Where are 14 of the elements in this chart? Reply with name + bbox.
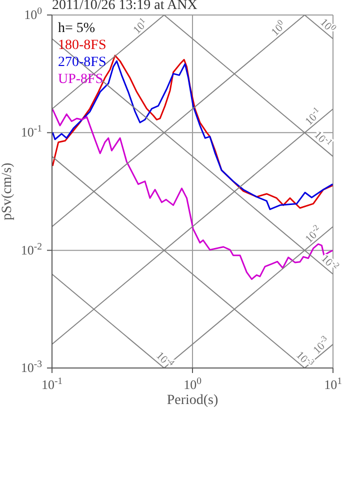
annotation: h= 5% — [58, 20, 96, 37]
chart-title: 2011/10/26 13:19 at ANX — [52, 0, 198, 14]
y-tick-label: 10$^{-2}$ — [20, 240, 42, 258]
series-label: UP-8FS — [58, 71, 104, 88]
y-tick-label: 10$^{-3}$ — [20, 358, 42, 375]
x-tick-label: 10$^{-1}$ — [41, 376, 63, 392]
y-tick-label: 10$^{0}$ — [24, 6, 42, 22]
y-tick-label: 10$^{-1}$ — [20, 123, 42, 140]
x-tick-label: 10$^{1}$ — [324, 376, 342, 392]
y-axis-title: pSv(cm/s) — [0, 162, 15, 220]
x-axis-title: Period(s) — [166, 393, 218, 408]
series-label: 180-8FS — [58, 37, 106, 54]
series-label: 270-8FS — [58, 54, 106, 71]
x-tick-label: 10$^{0}$ — [184, 376, 202, 392]
